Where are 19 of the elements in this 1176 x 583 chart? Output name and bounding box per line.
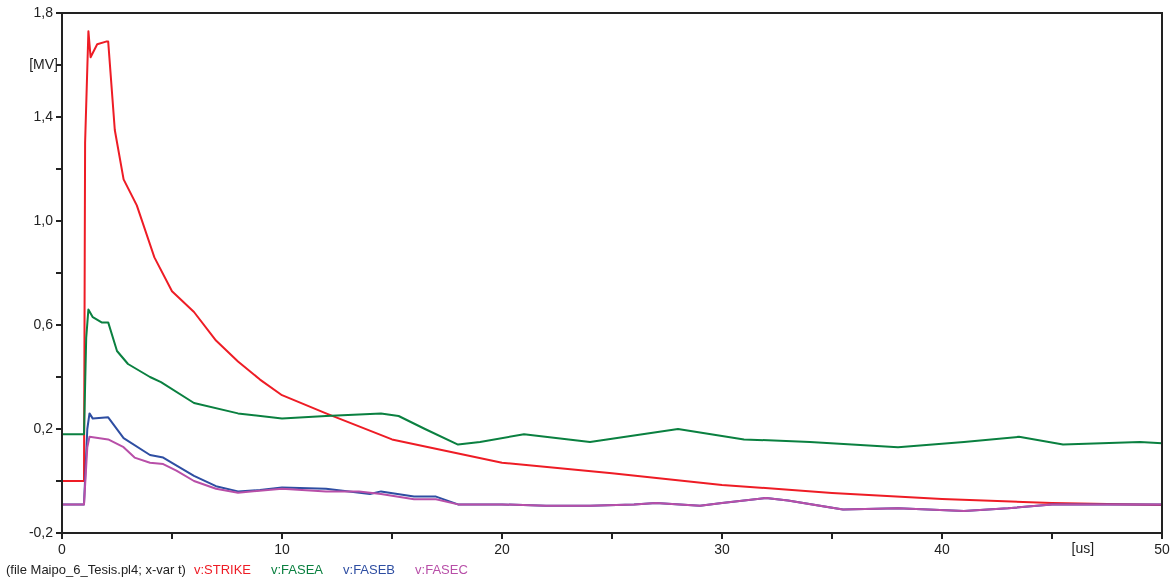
y-tick-label: 0,2 bbox=[33, 419, 54, 436]
y-tick-label: -0,2 bbox=[28, 523, 54, 540]
y-tick-label: 1,4 bbox=[33, 107, 54, 124]
text: v:FASEC bbox=[415, 562, 468, 577]
y-tick-label: 1,0 bbox=[33, 211, 54, 228]
x-tick-label: 30 bbox=[714, 541, 730, 558]
text: v:FASEB bbox=[343, 562, 396, 577]
text: v:FASEA bbox=[270, 562, 324, 577]
text: v:STRIKE bbox=[193, 562, 251, 577]
x-tick-label: 40 bbox=[934, 541, 950, 558]
y-tick-label: 0,6 bbox=[33, 315, 54, 332]
x-axis-title: [us] bbox=[1071, 539, 1095, 556]
x-tick-label: 50 bbox=[1154, 541, 1170, 558]
x-tick-label: 10 bbox=[274, 541, 290, 558]
x-tick-label: 20 bbox=[494, 541, 510, 558]
x-tick-label: 0 bbox=[58, 541, 67, 558]
y-tick-label: 1,8 bbox=[33, 3, 54, 20]
text: (file Maipo_6_Tesis.pl4; x-var t) bbox=[6, 562, 186, 577]
y-axis-title: [MV] bbox=[29, 55, 58, 72]
